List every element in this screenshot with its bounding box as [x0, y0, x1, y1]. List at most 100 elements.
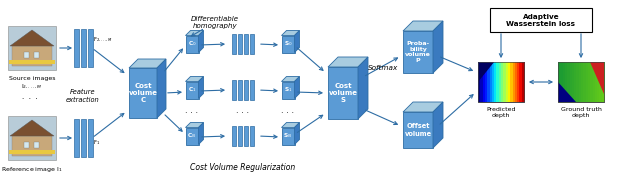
- Text: Ground truth
depth: Ground truth depth: [561, 107, 602, 118]
- Bar: [595, 62, 598, 102]
- Bar: [232, 126, 236, 146]
- Polygon shape: [478, 62, 494, 82]
- Bar: [485, 62, 488, 102]
- Bar: [558, 62, 561, 102]
- Bar: [24, 52, 29, 58]
- Text: Differentiable
homography: Differentiable homography: [191, 16, 239, 29]
- Bar: [282, 128, 294, 145]
- Polygon shape: [294, 123, 300, 145]
- Bar: [508, 62, 511, 102]
- Bar: [558, 62, 604, 102]
- Bar: [577, 62, 579, 102]
- Polygon shape: [294, 30, 300, 52]
- Polygon shape: [294, 76, 300, 98]
- Text: F$_1$: F$_1$: [93, 139, 100, 147]
- Bar: [522, 62, 525, 102]
- Polygon shape: [282, 123, 300, 128]
- Text: Softmax: Softmax: [368, 65, 398, 71]
- Text: Cost
volume
S: Cost volume S: [328, 83, 358, 103]
- Bar: [250, 34, 254, 54]
- Text: ·  ·  ·: · · ·: [22, 96, 38, 102]
- Bar: [238, 34, 242, 54]
- Polygon shape: [403, 102, 443, 112]
- Text: Predicted
depth: Predicted depth: [486, 107, 516, 118]
- Bar: [328, 67, 358, 119]
- Text: · · ·: · · ·: [236, 108, 250, 118]
- Polygon shape: [129, 59, 166, 68]
- Bar: [88, 119, 93, 157]
- Bar: [583, 62, 586, 102]
- Bar: [567, 62, 570, 102]
- Bar: [232, 34, 236, 54]
- Polygon shape: [433, 21, 443, 73]
- Bar: [244, 80, 248, 100]
- Bar: [478, 62, 524, 102]
- Bar: [560, 62, 563, 102]
- Bar: [403, 112, 433, 148]
- Bar: [501, 62, 504, 102]
- Polygon shape: [198, 76, 204, 98]
- Bar: [597, 62, 600, 102]
- Text: Adaptive
Wasserstein loss: Adaptive Wasserstein loss: [506, 14, 575, 26]
- Bar: [581, 62, 584, 102]
- Text: C$_0$: C$_0$: [188, 40, 196, 48]
- Text: Feature
extraction: Feature extraction: [66, 90, 100, 102]
- Polygon shape: [198, 30, 204, 52]
- Bar: [565, 62, 568, 102]
- Bar: [497, 62, 499, 102]
- Bar: [588, 62, 591, 102]
- Bar: [520, 62, 522, 102]
- Bar: [572, 62, 575, 102]
- Bar: [8, 26, 56, 70]
- Bar: [492, 62, 495, 102]
- Bar: [515, 62, 518, 102]
- Bar: [250, 80, 254, 100]
- Text: Reference image I$_1$: Reference image I$_1$: [1, 165, 63, 174]
- Polygon shape: [186, 30, 204, 36]
- Text: Offset
volume: Offset volume: [404, 124, 431, 136]
- Polygon shape: [10, 120, 54, 136]
- Bar: [510, 62, 513, 102]
- Bar: [74, 29, 79, 67]
- Text: S$_N$: S$_N$: [284, 132, 292, 141]
- Polygon shape: [433, 102, 443, 148]
- Text: · · ·: · · ·: [186, 108, 198, 118]
- Bar: [593, 62, 595, 102]
- Text: Cost
volume
C: Cost volume C: [129, 83, 157, 103]
- Bar: [186, 128, 198, 145]
- Bar: [74, 119, 79, 157]
- Bar: [186, 81, 198, 98]
- Bar: [483, 62, 485, 102]
- Bar: [503, 62, 506, 102]
- Bar: [478, 62, 481, 102]
- Bar: [570, 62, 572, 102]
- Polygon shape: [186, 76, 204, 81]
- Polygon shape: [590, 62, 604, 94]
- Polygon shape: [10, 30, 54, 46]
- Bar: [499, 62, 502, 102]
- Bar: [558, 62, 604, 102]
- Bar: [480, 62, 483, 102]
- Bar: [12, 136, 52, 156]
- Bar: [563, 62, 565, 102]
- Text: Proba-
bility
volume
P: Proba- bility volume P: [405, 41, 431, 63]
- Bar: [586, 62, 588, 102]
- Polygon shape: [358, 57, 368, 119]
- Polygon shape: [186, 123, 204, 128]
- Bar: [24, 142, 29, 148]
- Bar: [232, 80, 236, 100]
- Bar: [574, 62, 577, 102]
- FancyBboxPatch shape: [490, 8, 592, 32]
- Bar: [590, 62, 593, 102]
- Bar: [579, 62, 582, 102]
- Polygon shape: [558, 82, 577, 102]
- Bar: [506, 62, 508, 102]
- Polygon shape: [282, 76, 300, 81]
- Text: Source images: Source images: [9, 76, 55, 81]
- Bar: [517, 62, 520, 102]
- Text: C$_N$: C$_N$: [188, 132, 196, 141]
- Bar: [8, 116, 56, 160]
- Bar: [600, 62, 602, 102]
- Bar: [244, 126, 248, 146]
- Bar: [490, 62, 492, 102]
